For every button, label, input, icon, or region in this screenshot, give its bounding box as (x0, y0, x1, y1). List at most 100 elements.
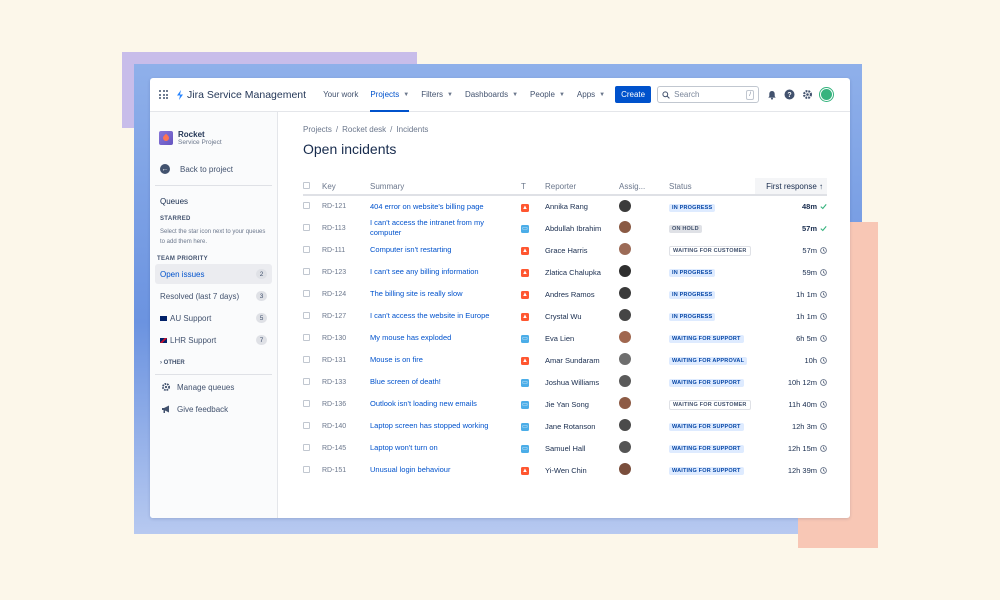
column-first-response[interactable]: First response ↑ (755, 178, 827, 196)
status-cell[interactable]: IN PROGRESS (669, 283, 755, 305)
issue-summary-link[interactable]: 404 error on website's billing page (370, 201, 484, 211)
column-key[interactable]: Key (322, 178, 370, 196)
row-checkbox[interactable] (303, 327, 322, 349)
issue-key[interactable]: RD-113 (322, 224, 346, 232)
issue-key[interactable]: RD-145 (322, 444, 347, 452)
issue-key[interactable]: RD-124 (322, 290, 347, 298)
create-button[interactable]: Create (615, 86, 652, 103)
status-cell[interactable]: WAITING FOR APPROVAL (669, 349, 755, 371)
app-switcher-icon[interactable] (159, 90, 168, 99)
search-input[interactable]: Search / (657, 86, 760, 103)
table-row[interactable]: RD-136 Outlook isn't loading new emails ▭ J… (303, 393, 827, 415)
issue-summary-link[interactable]: I can't access the website in Europe (370, 311, 490, 320)
user-avatar[interactable] (820, 88, 834, 101)
issue-key[interactable]: RD-127 (322, 312, 347, 320)
manage-queues-link[interactable]: Manage queues (150, 379, 277, 395)
nav-item-projects[interactable]: Projects ▼ (364, 78, 415, 112)
issue-summary-link[interactable]: Mouse is on fire (370, 355, 423, 364)
issue-summary-link[interactable]: Blue screen of death! (370, 377, 441, 386)
assignee-cell[interactable] (619, 415, 669, 437)
select-all-checkbox[interactable] (303, 178, 322, 196)
issue-summary-link[interactable]: Outlook isn't loading new emails (370, 399, 477, 408)
issue-summary-link[interactable]: Computer isn't restarting (370, 245, 452, 254)
table-row[interactable]: RD-127 I can't access the website in Euro… (303, 305, 827, 327)
issue-summary-link[interactable]: Unusual login behaviour (370, 465, 451, 474)
other-section-toggle[interactable]: › OTHER (160, 360, 185, 366)
table-row[interactable]: RD-151 Unusual login behaviour ▲ Yi-Wen Chi… (303, 459, 827, 481)
breadcrumb-incidents[interactable]: Incidents (396, 125, 429, 134)
nav-item-your-work[interactable]: Your work (317, 78, 364, 112)
issue-key[interactable]: RD-136 (322, 400, 347, 408)
status-cell[interactable]: WAITING FOR SUPPORT (669, 415, 755, 437)
sidebar-queue-item[interactable]: LHR Support 7 (155, 330, 272, 350)
row-checkbox[interactable] (303, 217, 322, 239)
assignee-cell[interactable] (619, 371, 669, 393)
product-logo[interactable]: Jira Service Management (176, 89, 306, 101)
issue-summary-link[interactable]: I can't see any billing information (370, 267, 479, 276)
table-row[interactable]: RD-123 I can't see any billing informatio… (303, 261, 827, 283)
notifications-bell-icon[interactable] (767, 90, 777, 100)
assignee-cell[interactable] (619, 393, 669, 415)
issue-summary-link[interactable]: I can't access the intranet from my comp… (370, 218, 484, 237)
issue-key[interactable]: RD-140 (322, 422, 347, 430)
row-checkbox[interactable] (303, 393, 322, 415)
row-checkbox[interactable] (303, 415, 322, 437)
issue-summary-link[interactable]: The billing site is really slow (370, 289, 463, 298)
column-assignee[interactable]: Assig... (619, 178, 669, 196)
column-reporter[interactable]: Reporter (545, 178, 619, 196)
row-checkbox[interactable] (303, 371, 322, 393)
row-checkbox[interactable] (303, 195, 322, 217)
assignee-cell[interactable] (619, 437, 669, 459)
column-status[interactable]: Status (669, 178, 755, 196)
status-cell[interactable]: ON HOLD (669, 217, 755, 239)
status-cell[interactable]: IN PROGRESS (669, 195, 755, 217)
row-checkbox[interactable] (303, 437, 322, 459)
table-row[interactable]: RD-111 Computer isn't restarting ▲ Grace Ha… (303, 239, 827, 261)
help-icon[interactable]: ? (784, 89, 795, 100)
nav-item-filters[interactable]: Filters ▼ (415, 78, 459, 112)
row-checkbox[interactable] (303, 459, 322, 481)
back-to-project-link[interactable]: ← Back to project (150, 161, 277, 177)
issue-key[interactable]: RD-130 (322, 334, 347, 342)
sidebar-queue-item[interactable]: Open issues 2 (155, 264, 272, 284)
settings-gear-icon[interactable] (802, 89, 813, 100)
status-cell[interactable]: WAITING FOR SUPPORT (669, 437, 755, 459)
column-summary[interactable]: Summary (370, 178, 521, 196)
status-cell[interactable]: WAITING FOR SUPPORT (669, 459, 755, 481)
row-checkbox[interactable] (303, 261, 322, 283)
assignee-cell[interactable] (619, 459, 669, 481)
status-cell[interactable]: WAITING FOR SUPPORT (669, 327, 755, 349)
table-row[interactable]: RD-133 Blue screen of death! ▭ Joshua Willi… (303, 371, 827, 393)
assignee-cell[interactable] (619, 239, 669, 261)
nav-item-apps[interactable]: Apps ▼ (571, 78, 611, 112)
table-row[interactable]: RD-145 Laptop won't turn on ▭ Samuel Hall WA… (303, 437, 827, 459)
status-cell[interactable]: WAITING FOR CUSTOMER (669, 393, 755, 415)
issue-key[interactable]: RD-111 (322, 246, 346, 254)
assignee-cell[interactable] (619, 261, 669, 283)
table-row[interactable]: RD-113 I can't access the intranet from m… (303, 217, 827, 239)
breadcrumb-rocket-desk[interactable]: Rocket desk (342, 125, 387, 134)
status-cell[interactable]: IN PROGRESS (669, 305, 755, 327)
table-row[interactable]: RD-140 Laptop screen has stopped working ▭… (303, 415, 827, 437)
issue-key[interactable]: RD-123 (322, 268, 347, 276)
issue-summary-link[interactable]: Laptop screen has stopped working (370, 421, 489, 430)
issue-summary-link[interactable]: Laptop won't turn on (370, 443, 438, 452)
assignee-cell[interactable] (619, 283, 669, 305)
issue-summary-link[interactable]: My mouse has exploded (370, 333, 452, 342)
status-cell[interactable]: IN PROGRESS (669, 261, 755, 283)
status-cell[interactable]: WAITING FOR SUPPORT (669, 371, 755, 393)
sidebar-queue-item[interactable]: Resolved (last 7 days) 3 (155, 286, 272, 306)
sidebar-queue-item[interactable]: AU Support 5 (155, 308, 272, 328)
row-checkbox[interactable] (303, 239, 322, 261)
give-feedback-link[interactable]: Give feedback (150, 401, 277, 417)
nav-item-people[interactable]: People ▼ (524, 78, 571, 112)
issue-key[interactable]: RD-131 (322, 356, 347, 364)
issue-key[interactable]: RD-121 (322, 203, 347, 210)
assignee-cell[interactable] (619, 327, 669, 349)
assignee-cell[interactable] (619, 305, 669, 327)
issue-key[interactable]: RD-133 (322, 378, 347, 386)
table-row[interactable]: RD-131 Mouse is on fire ▲ Amar Sundaram WAIT… (303, 349, 827, 371)
nav-item-dashboards[interactable]: Dashboards ▼ (459, 78, 524, 112)
table-row[interactable]: RD-121 404 error on website's billing pag… (303, 195, 827, 217)
table-row[interactable]: RD-130 My mouse has exploded ▭ Eva Lien WAIT… (303, 327, 827, 349)
